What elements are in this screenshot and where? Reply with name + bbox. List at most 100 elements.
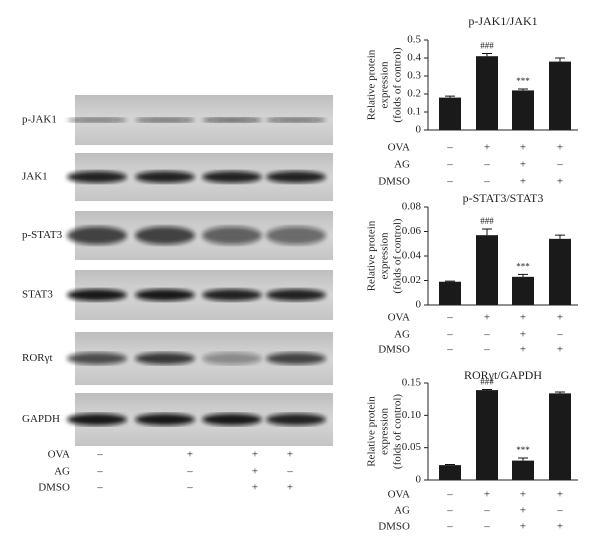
- treatment-sign: –: [483, 505, 490, 517]
- treatment-sign: –: [446, 159, 453, 171]
- treatment-sign: +: [252, 482, 258, 494]
- treatment-sign: +: [520, 521, 526, 533]
- treatment-label: DMSO: [378, 344, 410, 356]
- treatment-sign: –: [96, 449, 103, 461]
- treatment-sign: –: [483, 344, 490, 356]
- treatment-label: OVA: [388, 312, 410, 324]
- error-bar: [482, 388, 492, 391]
- treatment-sign: –: [446, 489, 453, 501]
- treatment-sign: –: [186, 482, 193, 494]
- treatment-sign: +: [287, 449, 293, 461]
- bar: [476, 235, 498, 305]
- treatment-sign: –: [556, 329, 563, 341]
- blot-band: [202, 171, 262, 183]
- y-axis-label: expression: [379, 407, 391, 455]
- y-tick-label: 0.06: [402, 225, 422, 237]
- annotation: ###: [480, 377, 494, 387]
- treatment-label: DMSO: [38, 482, 70, 494]
- treatment-sign: +: [520, 176, 526, 188]
- y-tick-label: 0.05: [402, 441, 422, 453]
- treatment-sign: –: [446, 312, 453, 324]
- bar: [439, 281, 461, 305]
- chart-title: p-STAT3/STAT3: [463, 191, 544, 205]
- y-tick-label: 0: [416, 299, 422, 311]
- treatment-sign: –: [446, 329, 453, 341]
- bar: [439, 97, 461, 130]
- annotation: ***: [516, 76, 530, 86]
- y-axis-label: expression: [379, 232, 391, 280]
- treatment-sign: –: [446, 505, 453, 517]
- blot-label: RORγt: [22, 352, 53, 364]
- blot-band: [67, 289, 127, 301]
- y-axis-label: (folds of control): [392, 394, 404, 469]
- blot-label: GAPDH: [22, 413, 60, 425]
- y-axis-label: (folds of control): [392, 218, 404, 293]
- treatment-sign: –: [446, 521, 453, 533]
- blot-band: [202, 117, 262, 123]
- treatment-sign: +: [557, 312, 563, 324]
- blot-band: [202, 413, 262, 426]
- treatment-sign: –: [446, 344, 453, 356]
- bar: [512, 90, 534, 130]
- y-axis-label: (folds of control): [392, 47, 404, 122]
- y-tick-label: 0: [416, 124, 422, 136]
- bar: [512, 276, 534, 305]
- chart-title: p-JAK1/JAK1: [468, 14, 537, 28]
- blot-label: p-STAT3: [22, 229, 63, 241]
- treatment-sign: –: [186, 466, 193, 478]
- treatment-sign: +: [520, 159, 526, 171]
- treatment-sign: +: [520, 329, 526, 341]
- blot-band: [67, 171, 127, 183]
- chart-title: RORγt/GAPDH: [464, 368, 542, 382]
- y-tick-label: 0.04: [402, 250, 422, 262]
- annotation: ###: [480, 216, 494, 226]
- bar: [476, 390, 498, 480]
- y-tick-label: 0.3: [407, 70, 421, 82]
- treatment-label: AG: [394, 505, 410, 517]
- blot-band: [135, 289, 195, 301]
- error-bar: [518, 273, 528, 277]
- treatment-sign: –: [446, 142, 453, 154]
- blot-band: [135, 226, 195, 245]
- blot-band: [135, 413, 195, 426]
- error-bar: [555, 391, 565, 394]
- error-bar: [445, 463, 455, 466]
- annotation: ###: [480, 41, 494, 51]
- blot-label: STAT3: [22, 289, 53, 301]
- blot-band: [202, 289, 262, 301]
- y-tick-label: 0.15: [402, 377, 422, 389]
- y-tick-label: 0: [416, 474, 422, 486]
- treatment-sign: +: [557, 521, 563, 533]
- blot-label: p-JAK1: [22, 114, 57, 126]
- blot-band: [67, 117, 127, 123]
- treatment-sign: +: [187, 449, 193, 461]
- y-tick-label: 0.1: [407, 106, 421, 118]
- bar: [549, 238, 571, 305]
- treatment-label: AG: [394, 329, 410, 341]
- treatment-sign: +: [484, 489, 490, 501]
- blot-band: [67, 413, 127, 426]
- error-bar: [482, 228, 492, 236]
- bar: [476, 56, 498, 131]
- treatment-label: OVA: [388, 489, 410, 501]
- bar: [549, 61, 571, 130]
- treatment-sign: +: [520, 505, 526, 517]
- error-bar: [445, 95, 455, 98]
- error-bar: [518, 88, 528, 91]
- treatment-sign: +: [252, 449, 258, 461]
- y-axis-label: Relative protein: [366, 396, 378, 467]
- blot-band: [135, 352, 195, 365]
- blot-band: [266, 352, 326, 365]
- blot-band: [202, 352, 262, 365]
- treatment-sign: –: [446, 176, 453, 188]
- annotation: ***: [516, 261, 530, 271]
- y-tick-label: 0.5: [407, 34, 421, 46]
- treatment-label: AG: [394, 159, 410, 171]
- treatment-sign: +: [520, 142, 526, 154]
- blot-band: [202, 226, 262, 245]
- y-tick-label: 0.4: [407, 52, 421, 64]
- y-axis-label: expression: [379, 61, 391, 109]
- treatment-sign: +: [484, 142, 490, 154]
- treatment-sign: +: [557, 142, 563, 154]
